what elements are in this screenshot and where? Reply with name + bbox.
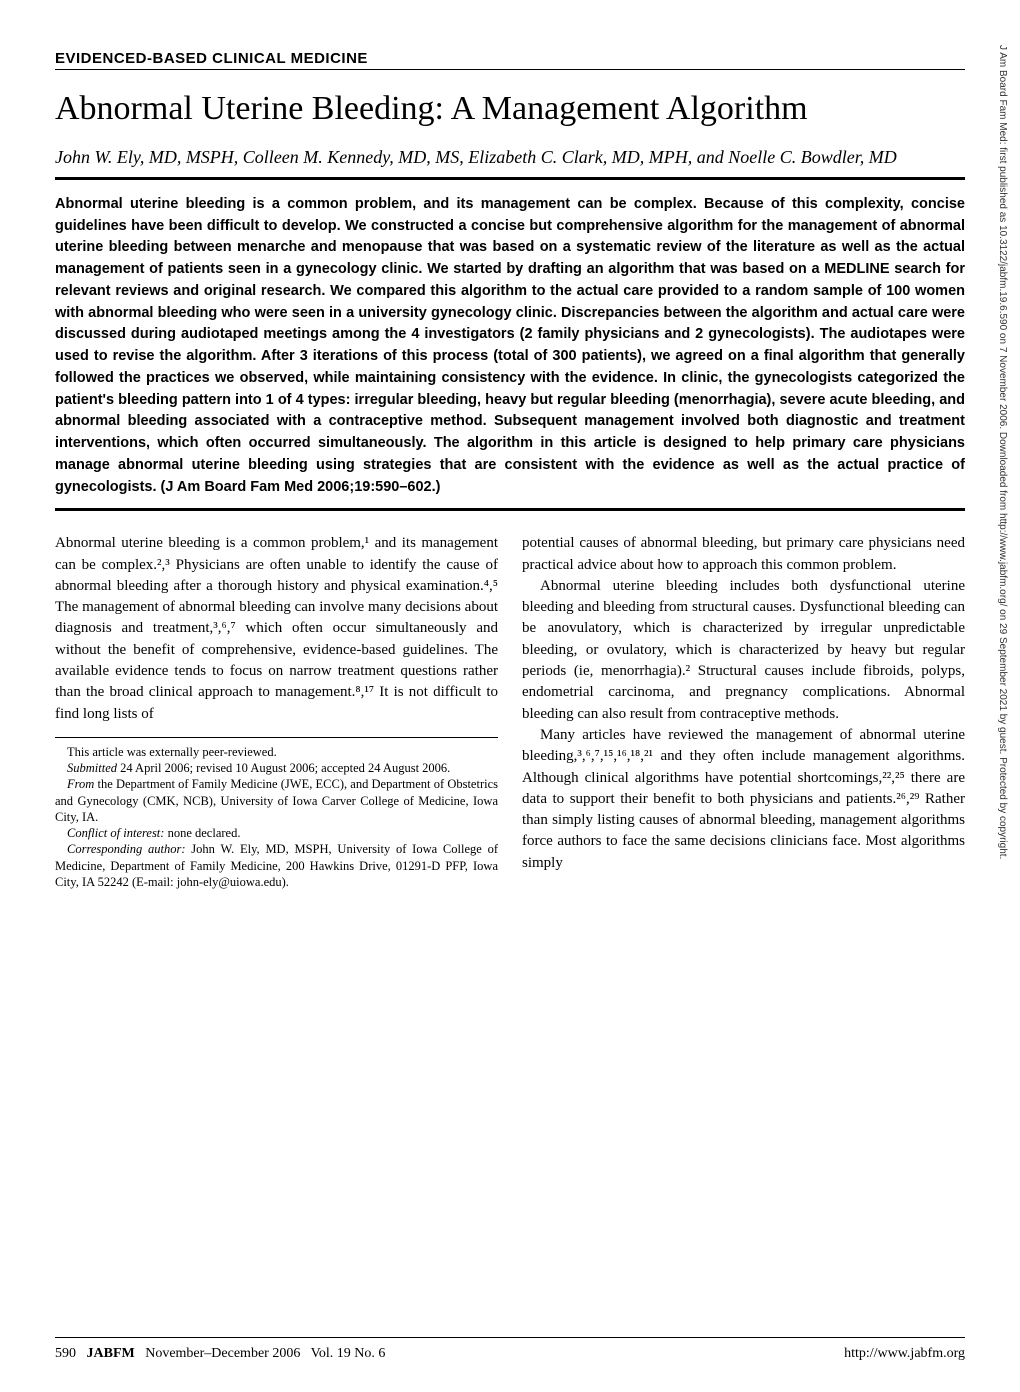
article-title: Abnormal Uterine Bleeding: A Management … xyxy=(55,88,965,131)
footnote-line: Conflict of interest: none declared. xyxy=(55,825,498,841)
body-paragraph: Many articles have reviewed the manageme… xyxy=(522,725,965,874)
footer-left: 590 JABFM November–December 2006 Vol. 19… xyxy=(55,1346,385,1362)
footnote-rule xyxy=(55,737,498,738)
page-number: 590 xyxy=(55,1346,76,1361)
rule-below-abstract xyxy=(55,508,965,511)
footnote-line: From the Department of Family Medicine (… xyxy=(55,776,498,825)
rule-above-abstract xyxy=(55,177,965,180)
header-rule xyxy=(55,69,965,70)
body-paragraph: Abnormal uterine bleeding includes both … xyxy=(522,576,965,725)
issue-date: November–December 2006 xyxy=(145,1346,300,1361)
body-paragraph: Abnormal uterine bleeding is a common pr… xyxy=(55,533,498,725)
footnotes-block: This article was externally peer-reviewe… xyxy=(55,744,498,890)
footnote-line: Submitted 24 April 2006; revised 10 Augu… xyxy=(55,760,498,776)
abstract-text: Abnormal uterine bleeding is a common pr… xyxy=(55,194,965,499)
body-paragraph: potential causes of abnormal bleeding, b… xyxy=(522,533,965,576)
journal-abbrev: JABFM xyxy=(87,1346,135,1361)
body-columns: Abnormal uterine bleeding is a common pr… xyxy=(55,533,965,890)
sidebar-provenance: J Am Board Fam Med: first published as 1… xyxy=(997,45,1008,1345)
page-footer: 590 JABFM November–December 2006 Vol. 19… xyxy=(55,1337,965,1362)
footnote-line: This article was externally peer-reviewe… xyxy=(55,744,498,760)
section-header: EVIDENCED-BASED CLINICAL MEDICINE xyxy=(55,50,965,67)
volume-number: Vol. 19 No. 6 xyxy=(311,1346,386,1361)
authors-line: John W. Ely, MD, MSPH, Colleen M. Kenned… xyxy=(55,145,965,169)
footer-right: http://www.jabfm.org xyxy=(844,1346,965,1362)
footnote-line: Corresponding author: John W. Ely, MD, M… xyxy=(55,841,498,890)
